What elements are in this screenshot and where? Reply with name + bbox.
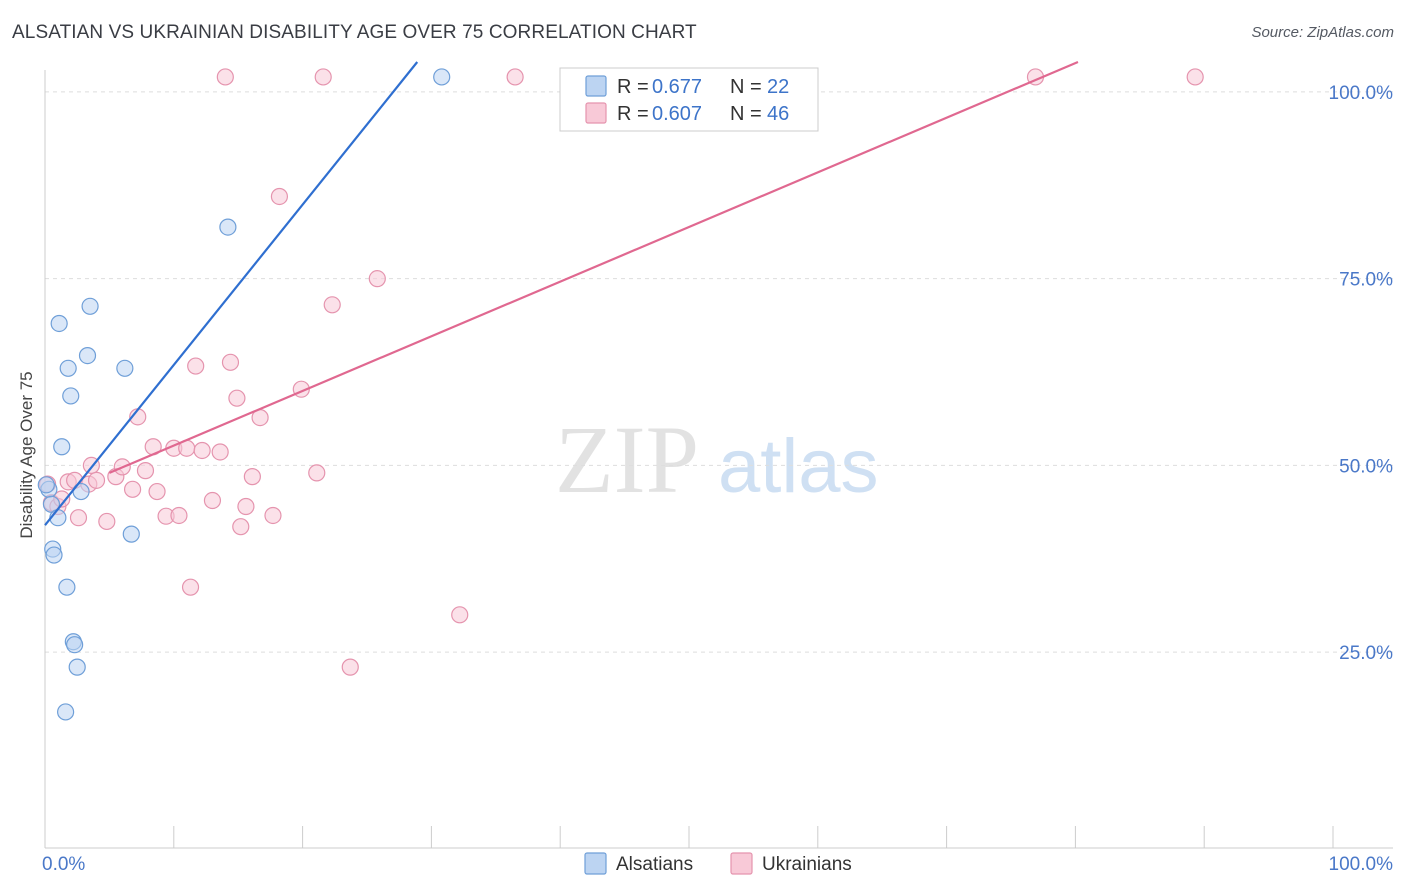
watermark-zip: ZIP: [555, 406, 699, 513]
alsatian-point: [78, 346, 97, 365]
alsatian-point: [122, 525, 140, 543]
ukrainian-point: [187, 357, 205, 375]
alsatian-point: [45, 546, 63, 564]
ukrainian-point: [98, 512, 116, 531]
gridlines: [45, 91, 1393, 653]
ukrainian-point: [148, 482, 166, 501]
legend-r-label: R =: [617, 76, 649, 98]
ukrainian-point: [232, 518, 250, 536]
y-tick-label: 100.0%: [1329, 83, 1394, 104]
bottom-legend-ukrainians: Ukrainians: [762, 854, 852, 875]
ukrainian-point: [216, 68, 234, 86]
x-tick-label: 100.0%: [1329, 854, 1394, 875]
alsatian-point: [59, 359, 77, 377]
alsatian-point: [433, 68, 451, 86]
alsatian-point: [37, 476, 55, 494]
alsatian-point: [62, 387, 80, 405]
ukrainian-point: [136, 462, 155, 480]
x-tick-labels: 0.0% 100.0%: [42, 854, 1393, 875]
bottom-legend-swatch-ukrainians: [730, 852, 753, 875]
series-alsatians: [37, 68, 451, 721]
ukrainian-point: [264, 506, 282, 525]
ukrainian-point: [323, 296, 341, 314]
y-axis-label: Disability Age Over 75: [17, 371, 36, 538]
source-credit: Source: ZipAtlas.com: [1251, 24, 1394, 41]
ukrainian-point: [243, 468, 261, 486]
legend-r-label: R =: [617, 103, 649, 125]
chart-title: ALSATIAN VS UKRAINIAN DISABILITY AGE OVE…: [12, 22, 697, 43]
ukrainian-point: [228, 389, 246, 407]
ukrainian-point: [237, 497, 255, 516]
ukrainian-point: [308, 464, 326, 482]
axes: [44, 70, 1393, 849]
legend-n-ukrainians: 46: [767, 103, 789, 125]
alsatian-point: [81, 297, 99, 315]
ukrainian-point: [506, 68, 524, 86]
correlation-legend: R = 0.677 N = 22 R = 0.607 N = 46: [559, 67, 819, 132]
alsatian-point: [50, 314, 68, 333]
ukrainian-point: [181, 578, 200, 596]
ukrainian-point: [314, 68, 332, 86]
trend-line-ukrainians: [108, 60, 1079, 474]
x-tick-label: 0.0%: [42, 854, 85, 875]
ukrainian-point: [270, 187, 289, 206]
ukrainian-point: [69, 509, 88, 527]
alsatian-point: [219, 218, 237, 236]
ukrainian-point: [170, 506, 188, 525]
bottom-legend-swatch-alsatians: [584, 852, 607, 875]
legend-swatch-alsatians: [585, 75, 607, 97]
legend-r-ukrainians: 0.607: [652, 103, 702, 125]
alsatian-point: [66, 636, 84, 654]
ukrainian-point: [211, 443, 229, 461]
legend-n-alsatians: 22: [767, 76, 789, 98]
y-tick-labels: 25.0% 50.0% 75.0% 100.0%: [1329, 83, 1394, 664]
ukrainian-point: [87, 471, 106, 489]
bottom-legend-alsatians: Alsatians: [616, 854, 693, 875]
legend-n-label: N =: [730, 76, 762, 98]
alsatian-point: [116, 359, 134, 377]
ukrainian-point: [203, 491, 222, 510]
legend-r-alsatians: 0.677: [652, 76, 702, 98]
alsatian-point: [53, 438, 71, 456]
ukrainian-point: [341, 658, 359, 676]
y-tick-label: 50.0%: [1339, 456, 1393, 477]
ukrainian-point: [123, 480, 142, 498]
alsatian-point: [68, 658, 86, 676]
legend-swatch-ukrainians: [585, 102, 607, 124]
ukrainian-point: [193, 441, 211, 460]
trend-lines: [44, 60, 1079, 526]
trend-line-alsatians: [44, 61, 419, 526]
ukrainian-point: [451, 606, 469, 624]
series-ukrainians: [38, 68, 1204, 676]
watermark-atlas: atlas: [718, 424, 879, 509]
y-tick-label: 75.0%: [1339, 270, 1393, 291]
ukrainian-point: [221, 353, 240, 371]
alsatian-point: [58, 578, 76, 596]
y-tick-label: 25.0%: [1339, 643, 1393, 664]
alsatian-point: [57, 703, 75, 721]
series-legend: Alsatians Ukrainians: [584, 852, 852, 875]
ukrainian-point: [368, 270, 386, 288]
ukrainian-point: [1186, 68, 1204, 86]
legend-n-label: N =: [730, 103, 762, 125]
